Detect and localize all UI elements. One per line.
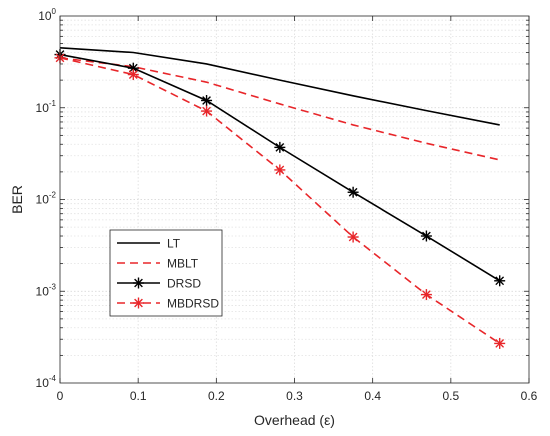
legend-label-drsd: DRSD: [167, 277, 201, 291]
data-point-mbdrsd: [420, 289, 432, 301]
data-point-mbdrsd: [494, 337, 506, 349]
x-tick-label: 0.3: [286, 389, 303, 403]
legend-box: [109, 229, 223, 317]
x-tick-label: 0.2: [208, 389, 225, 403]
legend-marker-mbdrsd: [133, 297, 144, 309]
legend-label-lt: LT: [167, 237, 181, 251]
legend-label-mblt: MBLT: [167, 257, 199, 271]
data-point-mbdrsd: [274, 164, 286, 176]
x-tick-label: 0.1: [130, 389, 147, 403]
x-tick-label: 0: [57, 389, 64, 403]
series-line-mblt: [59, 57, 500, 161]
x-tick-label: 0.4: [364, 389, 381, 403]
data-point-mbdrsd: [127, 69, 139, 81]
x-tick-label: 0.5: [442, 389, 459, 403]
data-point-drsd: [494, 275, 506, 287]
data-point-mbdrsd: [201, 105, 213, 117]
y-axis-label: BER: [9, 185, 25, 214]
legend-label-mbdrsd: MBDRSD: [167, 297, 219, 311]
series-line-lt: [59, 47, 500, 126]
x-tick-label: 0.6: [521, 389, 538, 403]
data-point-drsd: [420, 230, 432, 242]
series-layer: [54, 47, 506, 349]
legend-marker-drsd: [133, 277, 144, 289]
data-point-drsd: [347, 186, 359, 198]
data-point-drsd: [274, 141, 286, 153]
data-point-mbdrsd: [347, 231, 359, 243]
x-axis-label: Overhead (ε): [254, 412, 335, 428]
legend: LT MBLT DRSD MBDRSD: [109, 229, 223, 317]
data-point-drsd: [201, 94, 213, 106]
